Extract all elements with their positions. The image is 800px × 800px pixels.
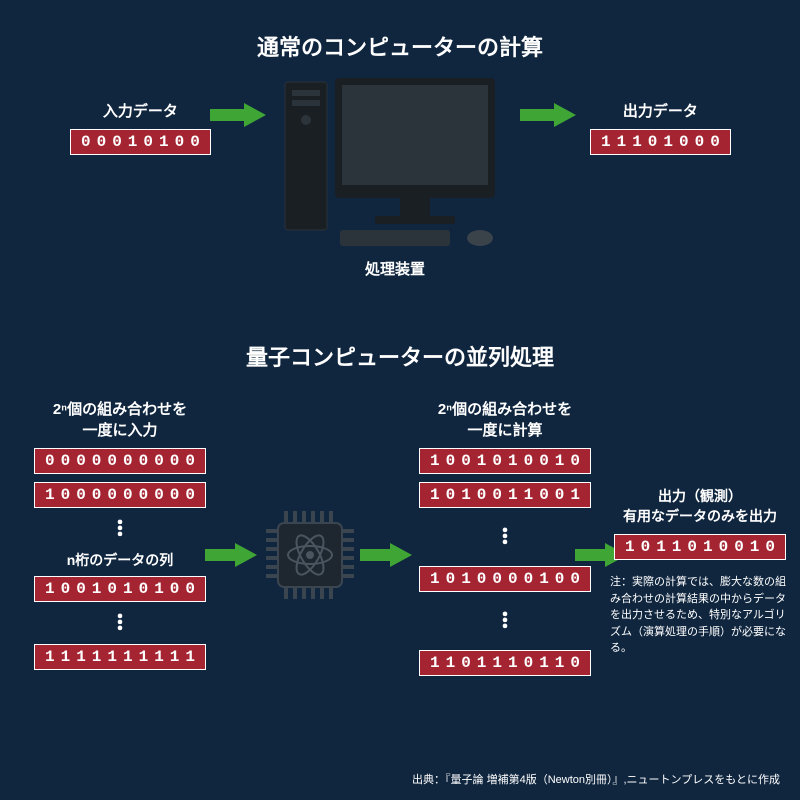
mid-data-2: 1010000100 — [419, 566, 591, 592]
arrow-right-1 — [520, 100, 580, 130]
vdots: ・・・ — [415, 612, 595, 630]
left-data-3: 1111111111 — [34, 644, 206, 670]
input-label: 入力データ — [70, 100, 211, 121]
output-data: 11101000 — [590, 129, 731, 155]
left-data-1: 1000000000 — [34, 482, 206, 508]
right-note: 注：実際の計算では、膨大な数の組み合わせの計算結果の中からデータを出力させるため… — [610, 574, 790, 657]
left-label: 2ⁿ個の組み合わせを 一度に入力 — [30, 398, 210, 440]
mid-data-0: 1001010010 — [419, 448, 591, 474]
quantum-chip — [258, 503, 362, 612]
arrow-2b — [360, 540, 415, 570]
arrow-2a — [205, 540, 260, 570]
section1-title: 通常のコンピューターの計算 — [0, 30, 800, 62]
mid-data-1: 1010011001 — [419, 482, 591, 508]
left-sublabel: n桁のデータの列 — [30, 550, 210, 570]
arrow-left-1 — [210, 100, 270, 130]
computer-illustration — [280, 70, 510, 250]
input-data: 00010100 — [70, 129, 211, 155]
right-label: 出力（観測） 有用なデータのみを出力 — [610, 486, 790, 526]
vdots: ・・・ — [415, 528, 595, 546]
vdots: ・・・ — [30, 614, 210, 632]
left-data-2: 1001010100 — [34, 576, 206, 602]
mid-data-3: 1101110110 — [419, 650, 591, 676]
mid-label: 2ⁿ個の組み合わせを 一度に計算 — [415, 398, 595, 440]
right-data: 1011010010 — [614, 534, 786, 560]
device-label: 処理装置 — [280, 258, 510, 279]
section2-title: 量子コンピューターの並列処理 — [0, 340, 800, 372]
source-text: 出典：『量子論 増補第4版（Newton別冊）』,ニュートンプレスをもとに作成 — [412, 772, 780, 789]
output-label: 出力データ — [590, 100, 731, 121]
vdots: ・・・ — [30, 520, 210, 538]
left-data-0: 0000000000 — [34, 448, 206, 474]
